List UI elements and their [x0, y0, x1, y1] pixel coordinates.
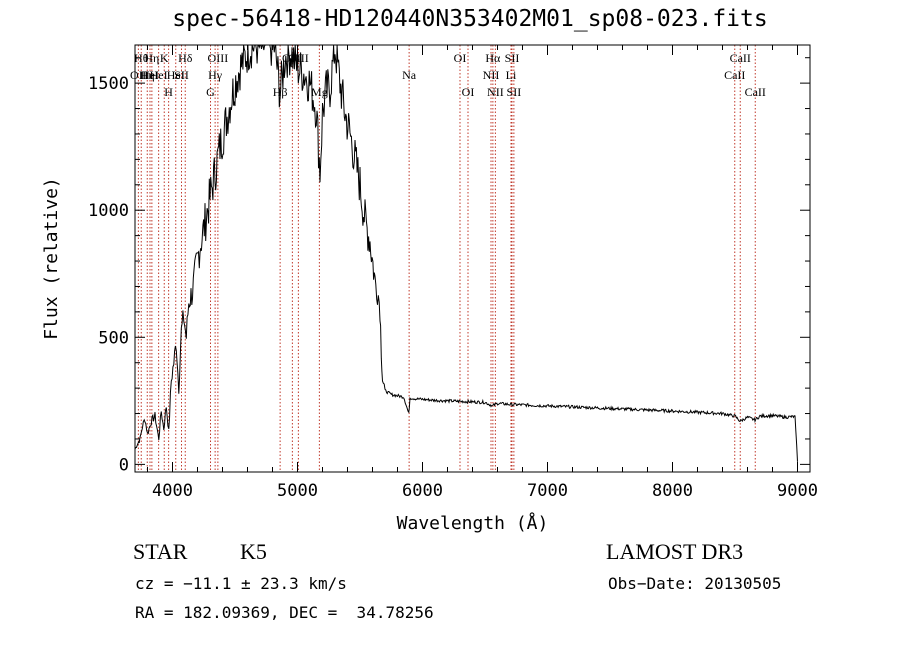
line-label-23: NII: [487, 85, 504, 99]
line-label-10: Hδ: [178, 51, 193, 65]
line-label-26: SII: [507, 85, 522, 99]
line-label-1: Hθ: [134, 51, 149, 65]
coordinates: RA = 182.09369, DEC = 34.78256: [135, 603, 434, 622]
line-label-15: OIII: [282, 51, 303, 65]
x-tick-label-4: 8000: [652, 481, 693, 501]
chart-title: spec-56418-HD120440N353402M01_sp08-023.f…: [172, 6, 768, 32]
y-tick-label-0: 0: [119, 455, 129, 475]
line-label-19: OI: [454, 51, 467, 65]
line-label-6: K: [160, 51, 169, 65]
line-label-21: NII: [483, 68, 500, 82]
line-label-22: Hα: [485, 51, 501, 65]
y-tick-label-1: 500: [98, 328, 129, 348]
line-labels: OIIHθHηHeIHηHeIKHHeISIIHδGHγOIIIHβOIIIOI…: [130, 51, 766, 99]
cz-value: cz = −11.1 ± 23.3 km/s: [135, 574, 347, 593]
line-label-24: Li: [506, 68, 517, 82]
line-label-29: CaII: [745, 85, 766, 99]
class-label: STAR: [133, 539, 188, 564]
line-label-4: Hη: [144, 51, 159, 65]
axis-ticks: 4000 5000 6000 7000 8000 9000 0 500 1000 1500: [88, 45, 818, 501]
line-label-12: Hγ: [208, 68, 223, 82]
line-label-5: HeI: [150, 68, 168, 82]
survey-label: LAMOST DR3: [606, 539, 744, 564]
line-label-7: H: [164, 85, 173, 99]
x-tick-label-3: 7000: [527, 481, 568, 501]
plot-frame: [134, 44, 811, 473]
spectral-line-markers: [137, 45, 756, 472]
x-tick-label-2: 6000: [402, 481, 443, 501]
line-label-0: OII: [130, 68, 147, 82]
line-label-25: SII: [505, 51, 520, 65]
y-tick-label-2: 1000: [88, 201, 129, 221]
line-label-16: OIII: [288, 51, 309, 65]
obs-date: Obs−Date: 20130505: [608, 574, 782, 593]
line-label-17: Mg: [311, 85, 328, 99]
line-label-8: HeI: [167, 68, 185, 82]
x-axis-label: Wavelength (Å): [397, 512, 549, 534]
line-label-27: CaII: [724, 68, 745, 82]
x-tick-label-5: 9000: [777, 481, 818, 501]
line-label-28: CaII: [730, 51, 751, 65]
line-label-20: OI: [462, 85, 475, 99]
line-label-2: Hη: [140, 68, 155, 82]
spectrum-line: [134, 44, 798, 462]
subclass-label: K5: [240, 539, 267, 564]
line-label-11: G: [206, 85, 215, 99]
line-label-13: OIII: [208, 51, 229, 65]
line-label-9: SII: [174, 68, 189, 82]
x-tick-label-1: 5000: [277, 481, 318, 501]
line-label-3: HeI: [141, 68, 159, 82]
y-axis-label: Flux (relative): [41, 177, 62, 340]
x-tick-label-0: 4000: [152, 481, 193, 501]
line-label-14: Hβ: [273, 85, 288, 99]
y-tick-label-3: 1500: [88, 74, 129, 94]
line-label-18: Na: [402, 68, 417, 82]
